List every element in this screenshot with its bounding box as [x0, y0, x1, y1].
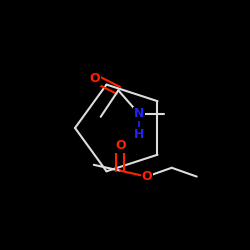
Text: O: O [115, 139, 126, 152]
Text: H: H [134, 128, 144, 141]
Text: O: O [90, 72, 100, 85]
Text: N: N [134, 107, 144, 120]
Text: O: O [142, 170, 152, 183]
